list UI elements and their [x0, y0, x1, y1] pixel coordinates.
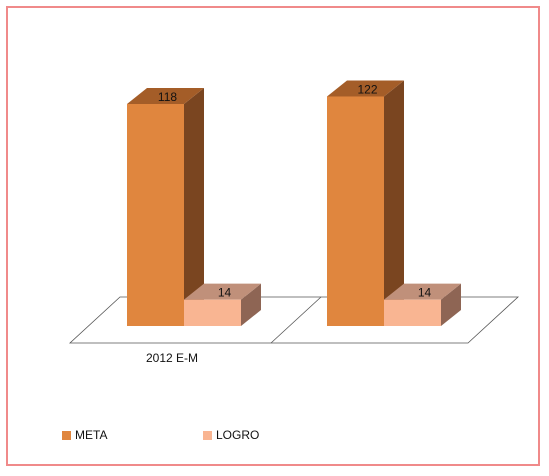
bar-side: [384, 80, 404, 326]
data-label: 14: [418, 286, 432, 300]
bar-top: [184, 283, 261, 300]
data-label: 118: [158, 90, 177, 104]
data-label: 14: [218, 286, 232, 300]
bar-front: [384, 299, 441, 326]
bar-top: [127, 88, 204, 104]
bar-side: [184, 88, 204, 326]
chart-frame: [6, 6, 540, 466]
bar-side: [241, 283, 261, 326]
legend-item-meta: META: [62, 428, 107, 442]
legend-label-meta: META: [75, 428, 108, 442]
data-labels: 118 14 122 14: [158, 82, 432, 299]
bar-top: [384, 283, 461, 300]
bar-front: [127, 104, 184, 326]
bar-meta-1: [327, 80, 404, 326]
bar-front: [327, 96, 384, 326]
bar-top: [327, 80, 404, 97]
bar-side: [441, 283, 461, 326]
bar-front: [184, 299, 241, 326]
floor-divider: [270, 296, 322, 344]
legend-swatch-logro: [203, 430, 212, 440]
bar-logro-1: [384, 283, 461, 326]
legend-swatch-meta: [62, 430, 71, 440]
bar-meta-0: [127, 88, 204, 326]
data-label: 122: [357, 82, 377, 96]
legend-label-logro: LOGRO: [216, 428, 260, 442]
bar-logro-0: [184, 283, 261, 326]
bars-group: [127, 80, 461, 326]
category-label: 2012 E-M: [146, 351, 198, 365]
legend-item-logro: LOGRO: [203, 428, 259, 442]
